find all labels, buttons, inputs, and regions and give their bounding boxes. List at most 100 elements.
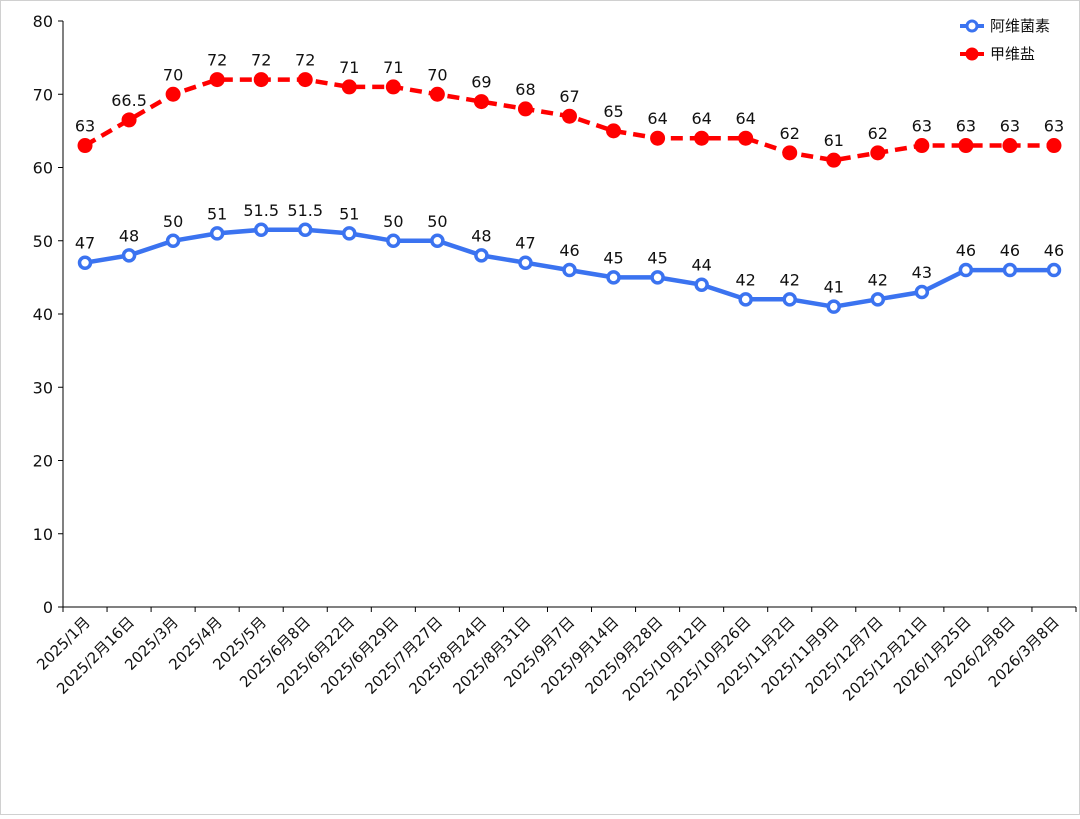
data-point [341,79,357,95]
data-label: 48 [471,226,491,245]
data-label: 45 [647,248,667,267]
data-label: 66.5 [111,91,147,110]
data-point [782,145,798,161]
data-point [870,292,886,307]
data-point [782,292,797,307]
data-label: 43 [912,263,932,282]
data-label: 63 [1044,117,1064,136]
data-point [121,248,137,263]
data-label: 70 [163,65,183,84]
data-label: 65 [603,102,623,121]
data-point [1046,138,1062,154]
data-point [385,79,401,95]
data-point [650,130,666,146]
data-label: 44 [691,256,711,275]
data-point [694,277,709,292]
series-layer: 47 48 50 51 51.5 51.5 51 50 50 48 47 46 45 45 44 42 42 41… [75,51,1064,314]
legend-label: 甲维盐 [990,45,1035,63]
data-point [253,222,269,238]
legend-marker [965,19,979,33]
data-label: 69 [471,73,491,92]
data-label: 42 [868,270,888,289]
data-label: 67 [559,87,579,106]
data-point [914,138,930,154]
data-label: 47 [515,234,535,253]
y-tick-label: 70 [33,85,53,104]
data-point [342,226,357,241]
data-point [430,233,445,248]
data-label: 72 [207,51,227,70]
data-label: 46 [956,241,976,260]
y-tick-label: 10 [33,525,53,544]
series-1: 47 48 50 51 51.5 51.5 51 50 50 48 47 46 45 45 44 42 42 41… [75,201,1064,314]
data-point [297,222,313,238]
data-label: 50 [163,212,183,231]
data-label: 48 [119,226,139,245]
y-tick-label: 30 [33,378,53,397]
data-label: 62 [868,124,888,143]
legend-marker [965,47,979,61]
data-point [386,233,401,248]
y-tick-label: 0 [43,598,53,617]
data-point [473,94,489,110]
data-point [738,292,753,307]
y-tick-label: 20 [33,452,53,471]
data-label: 51 [207,204,227,223]
data-label: 50 [427,212,447,231]
data-point [1046,262,1062,278]
data-label: 63 [956,117,976,136]
data-point [694,130,710,146]
data-point [165,86,181,102]
data-label: 63 [912,117,932,136]
data-label: 46 [559,241,579,260]
data-point [650,270,665,285]
data-label: 68 [515,80,535,99]
data-point [958,262,974,278]
data-point [209,226,225,241]
y-tick-label: 40 [33,305,53,324]
data-label: 46 [1044,241,1064,260]
data-point [870,145,886,161]
data-point [562,108,577,124]
legend-item: 阿维菌素 [960,17,1050,35]
data-label: 64 [691,109,711,128]
data-label: 61 [824,131,844,150]
data-point [562,262,577,278]
data-label: 72 [295,51,315,70]
data-label: 41 [824,278,844,297]
data-point [77,255,93,270]
data-label: 70 [427,65,447,84]
data-point [826,299,842,314]
series-2: 63 66.5 70 72 72 72 71 71 70 69 68 67 65 64 64 64 62 61 62… [75,51,1064,168]
data-point [914,284,930,300]
data-label: 47 [75,234,95,253]
data-label: 71 [383,58,403,77]
data-label: 62 [780,124,800,143]
data-label: 42 [735,270,755,289]
data-point [738,130,754,146]
data-label: 64 [735,109,755,128]
data-point [606,270,621,285]
data-point [826,152,842,168]
data-point [209,72,225,88]
data-point [517,101,533,117]
data-point [606,123,622,139]
data-point [958,138,974,154]
y-tick-label: 50 [33,232,53,251]
legend-item: 甲维盐 [960,45,1035,63]
data-label: 42 [780,270,800,289]
data-point [1002,262,1018,278]
y-tick-label: 60 [33,159,53,178]
data-label: 51.5 [287,201,323,220]
data-label: 71 [339,58,359,77]
data-label: 50 [383,212,403,231]
data-point [474,248,489,263]
data-label: 51.5 [243,201,279,220]
data-label: 46 [1000,241,1020,260]
legend-label: 阿维菌素 [990,17,1050,35]
y-tick-label: 80 [33,12,53,31]
